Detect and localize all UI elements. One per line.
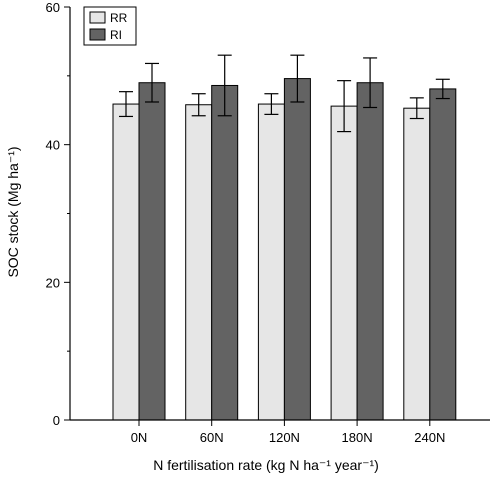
- x-tick-label-240n: 240N: [414, 430, 445, 445]
- x-tick-label-60n: 60N: [200, 430, 224, 445]
- error-bar-rr-240n: [409, 97, 424, 120]
- bar-ri-240n: [429, 88, 457, 421]
- bar-rr-180n: [330, 105, 358, 421]
- error-bar-ri-180n: [363, 57, 378, 109]
- axes-layer: 0N 60N 120N 180N 240N 0 20 40 60: [46, 0, 490, 445]
- bar-ri-120n: [283, 78, 311, 421]
- error-bar-rr-180n: [337, 80, 352, 133]
- bar-ri-180n: [356, 82, 384, 421]
- y-tick-label-0: 0: [53, 413, 60, 428]
- error-bar-ri-240n: [435, 78, 450, 100]
- x-tick-label-180n: 180N: [342, 430, 373, 445]
- error-bars-layer: [119, 54, 450, 133]
- bar-rr-240n: [403, 107, 431, 421]
- legend-swatch-ri: [89, 28, 106, 41]
- y-axis-label: SOC stock (Mg ha⁻¹): [5, 146, 21, 277]
- error-bar-ri-0n: [145, 62, 159, 103]
- bars-layer: [112, 78, 457, 421]
- legend-label-rr: RR: [110, 11, 128, 25]
- legend-swatch-rr: [89, 11, 106, 24]
- legend: RR RI: [83, 6, 137, 46]
- x-tick-label-120n: 120N: [269, 430, 300, 445]
- error-bar-rr-120n: [264, 93, 279, 115]
- error-bar-rr-0n: [119, 91, 133, 118]
- x-axis-label: N fertilisation rate (kg N ha⁻¹ year⁻¹): [153, 457, 379, 473]
- bar-ri-60n: [211, 84, 239, 421]
- error-bar-ri-60n: [217, 54, 232, 117]
- bar-rr-0n: [112, 103, 140, 421]
- x-tick-label-0n: 0N: [131, 430, 148, 445]
- bar-rr-60n: [185, 104, 213, 421]
- y-tick-label-60: 60: [46, 0, 60, 15]
- legend-label-ri: RI: [110, 28, 122, 42]
- error-bar-ri-120n: [290, 54, 305, 103]
- y-tick-label-40: 40: [46, 138, 60, 153]
- y-tick-label-20: 20: [46, 275, 60, 290]
- bar-rr-120n: [257, 103, 285, 421]
- error-bar-rr-60n: [191, 93, 206, 117]
- bar-ri-0n: [138, 82, 166, 421]
